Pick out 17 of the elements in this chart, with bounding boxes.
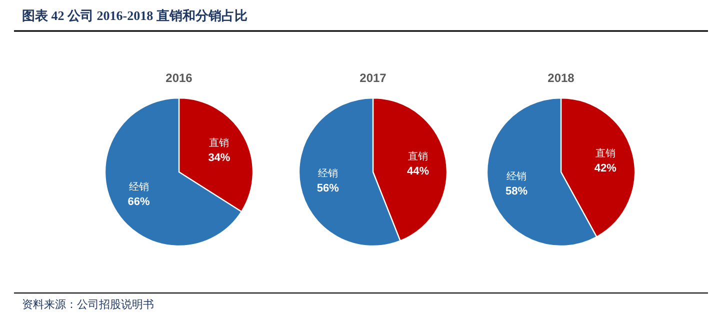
data-label: 34% bbox=[208, 152, 230, 164]
data-label: 56% bbox=[316, 182, 340, 195]
slice-label: 直销 bbox=[408, 150, 428, 162]
data-label: 44% bbox=[407, 165, 430, 178]
text: 图表 42 公司 2016-2018 直销和分销占比 bbox=[22, 8, 248, 23]
slice-label: 经销 bbox=[506, 170, 527, 182]
slice-label: 经销 bbox=[128, 181, 149, 194]
chart-title: 2018 bbox=[548, 71, 575, 85]
chart-title: 2016 bbox=[166, 71, 193, 85]
text: 资料来源：公司招股说明书 bbox=[22, 298, 154, 311]
slice-label: 直销 bbox=[595, 148, 616, 160]
slice-label: 经销 bbox=[318, 168, 338, 180]
data-label: 42% bbox=[594, 162, 617, 175]
data-label: 58% bbox=[506, 185, 528, 198]
chart-title: 2017 bbox=[360, 71, 387, 85]
slice-label: 直销 bbox=[209, 136, 230, 149]
data-label: 66% bbox=[128, 196, 150, 208]
